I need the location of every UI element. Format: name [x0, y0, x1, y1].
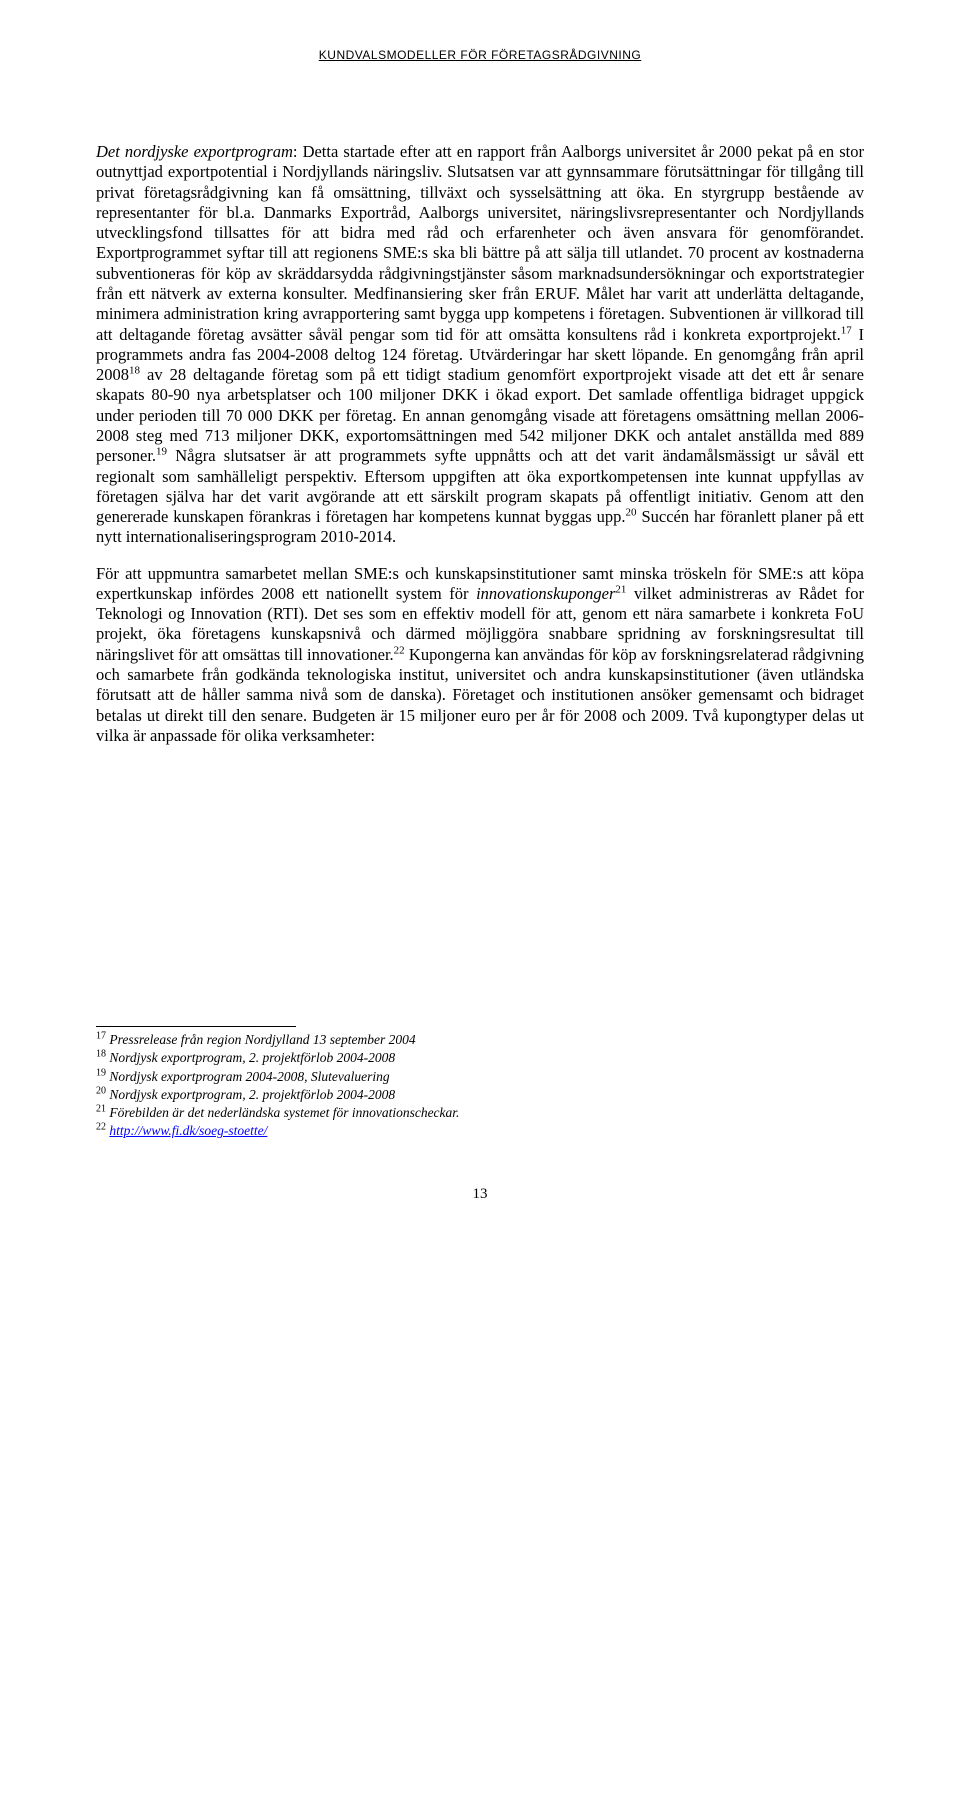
footnote-19: 19 Nordjysk exportprogram 2004-2008, Slu…	[96, 1068, 864, 1086]
footnote-link-22[interactable]: http://www.fi.dk/soeg-stoette/	[109, 1123, 267, 1138]
para1-body: : Detta startade efter att en rapport fr…	[96, 142, 864, 344]
footnote-ref-21: 21	[615, 583, 626, 595]
footnote-20: 20 Nordjysk exportprogram, 2. projektför…	[96, 1086, 864, 1104]
footnote-num-20: 20	[96, 1085, 106, 1096]
footnote-ref-18: 18	[129, 365, 140, 377]
page-number: 13	[96, 1186, 864, 1203]
footnote-text-18: Nordjysk exportprogram, 2. projektförlob…	[106, 1050, 395, 1065]
lead-phrase: Det nordjyske exportprogram	[96, 142, 293, 161]
footnote-num-22: 22	[96, 1122, 106, 1133]
paragraph-2: För att uppmuntra samarbetet mellan SME:…	[96, 564, 864, 747]
page-header: KUNDVALSMODELLER FÖR FÖRETAGSRÅDGIVNING	[96, 48, 864, 62]
footnote-22: 22 http://www.fi.dk/soeg-stoette/	[96, 1122, 864, 1140]
footnote-num-18: 18	[96, 1049, 106, 1060]
document-page: KUNDVALSMODELLER FÖR FÖRETAGSRÅDGIVNING …	[0, 0, 960, 1251]
footnotes-divider	[96, 1026, 296, 1027]
footnote-text-21: Förebilden är det nederländska systemet …	[106, 1105, 459, 1120]
footnote-text-20: Nordjysk exportprogram, 2. projektförlob…	[106, 1087, 395, 1102]
para2-italic: innovationskuponger	[476, 584, 615, 603]
footnote-ref-22: 22	[394, 644, 405, 656]
footnote-num-19: 19	[96, 1067, 106, 1078]
footnote-num-21: 21	[96, 1104, 106, 1115]
paragraph-1: Det nordjyske exportprogram: Detta start…	[96, 142, 864, 548]
footnote-21: 21 Förebilden är det nederländska system…	[96, 1104, 864, 1122]
footnote-text-17: Pressrelease från region Nordjylland 13 …	[106, 1032, 416, 1047]
footnote-18: 18 Nordjysk exportprogram, 2. projektför…	[96, 1049, 864, 1067]
footnote-ref-20: 20	[626, 507, 637, 519]
footnote-ref-17: 17	[841, 324, 852, 336]
footnote-17: 17 Pressrelease från region Nordjylland …	[96, 1031, 864, 1049]
footnote-num-17: 17	[96, 1031, 106, 1042]
footnote-ref-19: 19	[156, 446, 167, 458]
footnote-text-19: Nordjysk exportprogram 2004-2008, Slutev…	[106, 1069, 390, 1084]
